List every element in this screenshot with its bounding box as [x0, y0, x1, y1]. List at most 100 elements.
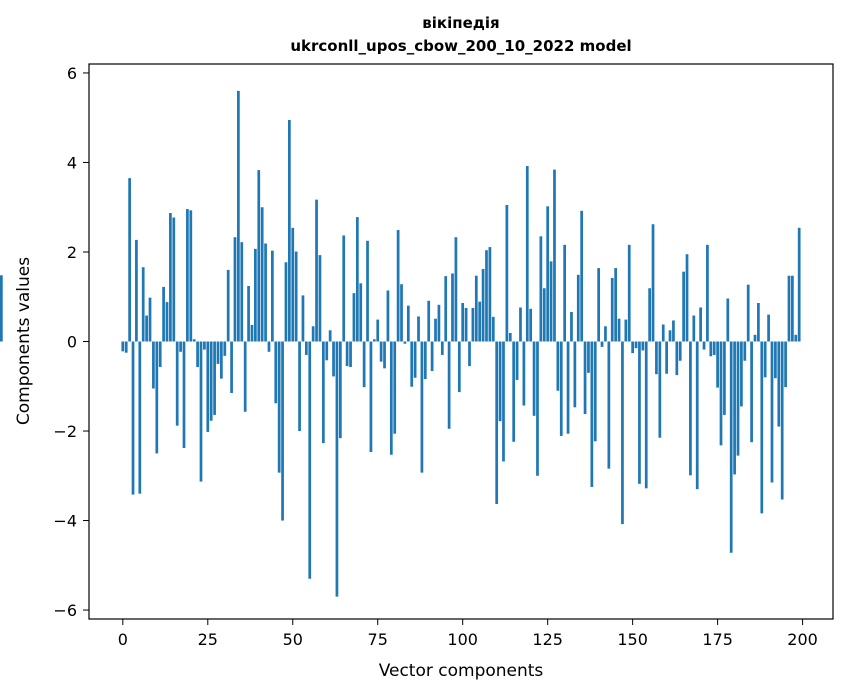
bar [644, 341, 648, 489]
bar [342, 235, 346, 342]
bar [525, 166, 529, 342]
bar [345, 341, 349, 367]
bar [648, 288, 651, 342]
bar [709, 341, 713, 357]
bar [583, 341, 587, 415]
bar [474, 275, 478, 342]
bar [576, 274, 580, 342]
bar [750, 341, 753, 443]
bar [196, 341, 199, 368]
x-tick-label: 25 [198, 630, 218, 649]
bar [519, 307, 522, 342]
bar [706, 244, 709, 342]
bar [172, 217, 176, 342]
bar [131, 341, 135, 495]
bar [464, 307, 468, 342]
bar [148, 297, 152, 342]
bar [169, 213, 172, 342]
bar [624, 319, 628, 342]
bar [655, 341, 658, 375]
bar [298, 341, 301, 432]
bar [726, 298, 730, 342]
bar [260, 207, 264, 342]
bar [597, 268, 601, 342]
x-tick-label: 75 [368, 630, 388, 649]
bar [389, 341, 393, 455]
y-tick-label: −4 [53, 512, 77, 531]
bar [672, 320, 675, 342]
bar [250, 324, 254, 342]
bar [0, 275, 3, 342]
bar [631, 341, 634, 354]
bar [230, 341, 233, 393]
x-tick-label: 200 [787, 630, 818, 649]
bar [723, 341, 726, 415]
bar [729, 341, 733, 553]
bar [736, 341, 740, 456]
y-tick-label: 4 [67, 153, 77, 172]
y-tick-label: 6 [67, 64, 77, 83]
y-axis-label: Components values [14, 257, 34, 425]
bar [712, 341, 716, 355]
bar [396, 230, 400, 342]
bar [743, 341, 747, 361]
bar [495, 341, 499, 504]
bar [376, 319, 380, 342]
bar [607, 341, 611, 469]
bar [121, 341, 125, 352]
bar [291, 227, 295, 342]
bar [740, 341, 743, 407]
bar [362, 341, 366, 388]
bar [580, 210, 584, 342]
bar [359, 283, 363, 342]
bar [559, 341, 563, 436]
bar [403, 341, 407, 344]
bar [338, 341, 342, 439]
bar [522, 341, 526, 406]
bar [668, 330, 672, 342]
bar [209, 341, 213, 421]
bar [440, 341, 444, 355]
bar [457, 341, 461, 393]
x-tick-label: 175 [702, 630, 733, 649]
bar [308, 341, 312, 579]
bar [461, 303, 465, 342]
bar [427, 300, 431, 342]
x-tick-label: 0 [118, 630, 128, 649]
bar [563, 244, 567, 342]
bar [141, 267, 145, 342]
bar [539, 236, 543, 342]
bar [274, 341, 278, 404]
bar [471, 307, 475, 342]
bar [288, 119, 291, 342]
bar [746, 284, 750, 342]
bar [213, 341, 216, 415]
bar [488, 247, 492, 342]
x-tick-label: 50 [283, 630, 303, 649]
bar [240, 242, 244, 342]
bar [267, 341, 271, 352]
bar [352, 293, 356, 342]
bar [332, 341, 335, 377]
bar [294, 251, 298, 342]
bar [699, 307, 702, 342]
bar [254, 248, 257, 342]
bar [787, 275, 791, 342]
bar [128, 178, 131, 342]
bar [485, 250, 488, 342]
bar [216, 341, 220, 364]
bar [536, 341, 539, 476]
bar [186, 209, 189, 342]
bar [658, 341, 662, 438]
bar [716, 341, 719, 388]
bar [155, 341, 159, 454]
bar [179, 341, 182, 352]
bar [566, 341, 570, 434]
bar [366, 240, 369, 342]
bar [281, 341, 284, 521]
bar [760, 341, 764, 514]
bars-group [0, 90, 801, 597]
bar [651, 224, 655, 342]
bar [423, 341, 427, 380]
